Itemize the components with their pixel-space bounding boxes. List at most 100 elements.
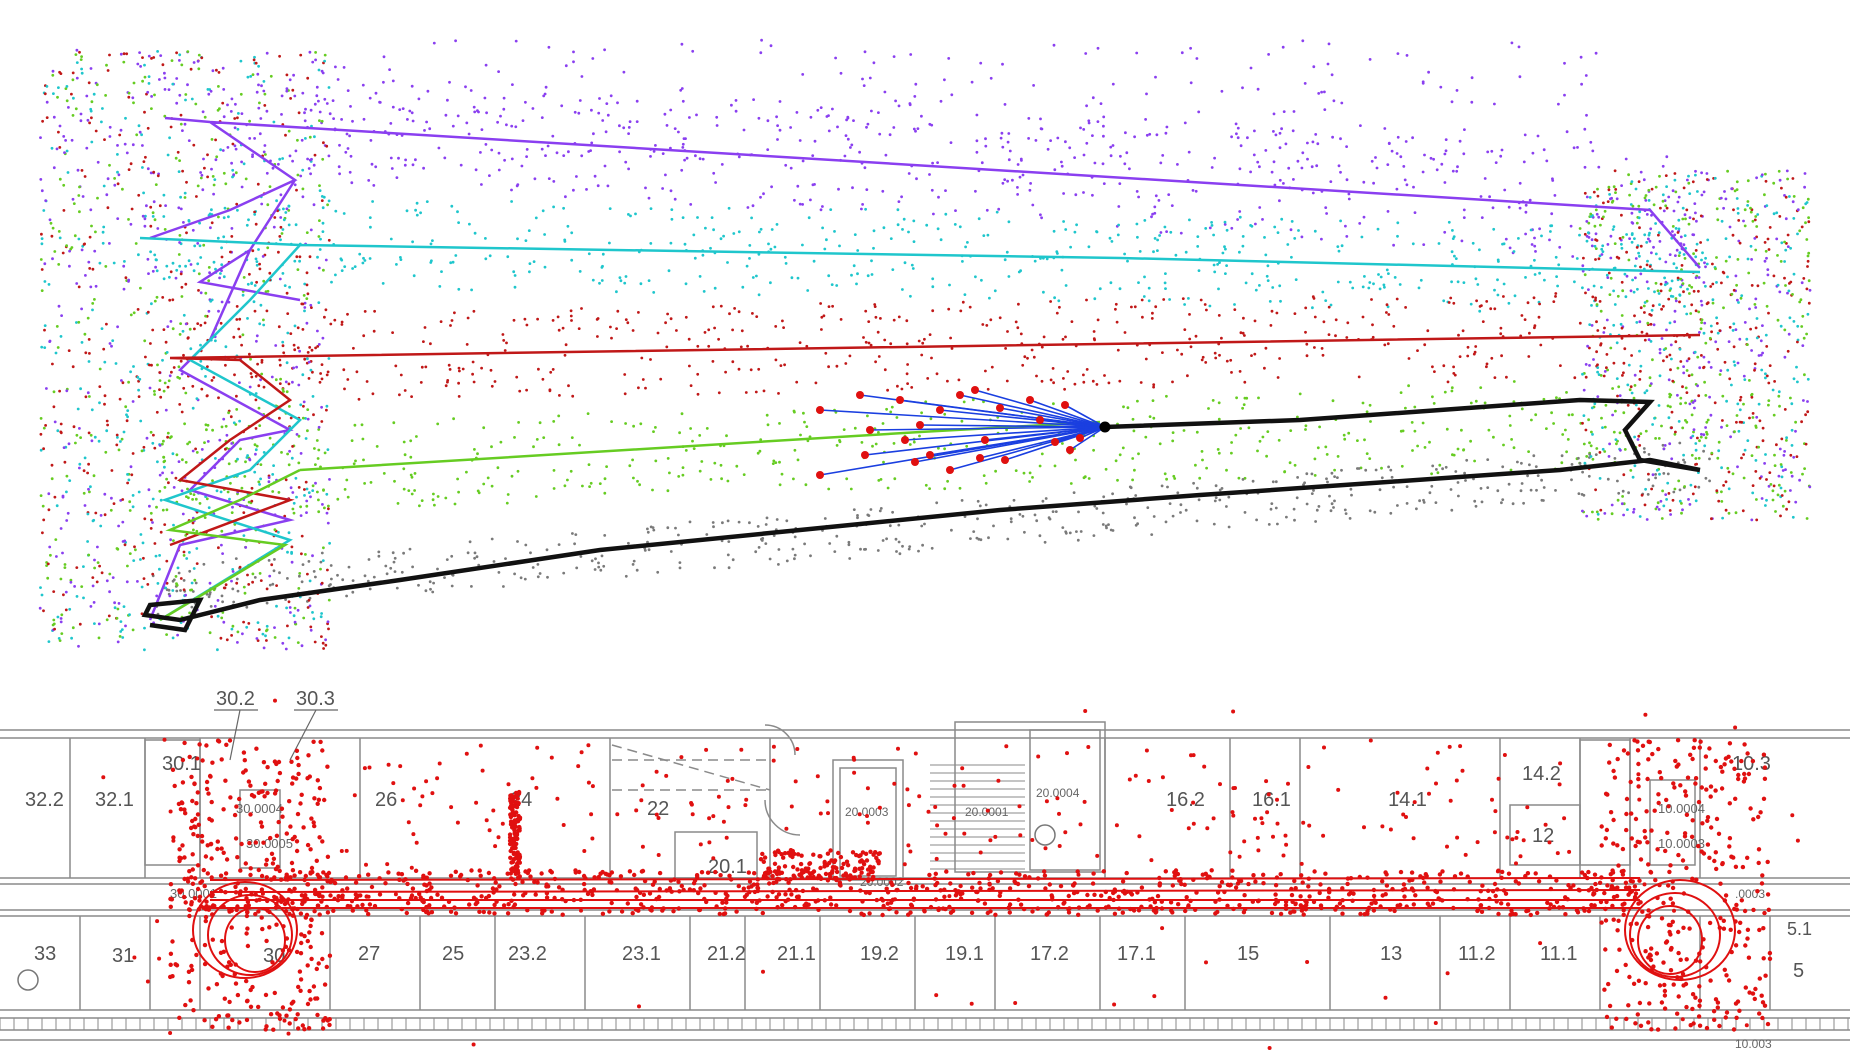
cloud-point: [1694, 442, 1698, 445]
cloud-point: [1332, 99, 1336, 103]
cloud-point: [999, 136, 1003, 140]
cloud-point: [501, 333, 505, 336]
cloud-point: [513, 572, 516, 576]
cloud-point: [1694, 211, 1697, 215]
cloud-point: [1740, 294, 1744, 297]
cloud-point: [1416, 444, 1419, 448]
cloud-point: [1694, 255, 1698, 259]
cloud-point: [1635, 221, 1639, 225]
cloud-point: [1594, 258, 1597, 261]
cloud-point: [746, 344, 749, 348]
cloud-point: [332, 117, 335, 120]
cloud-point: [877, 355, 881, 358]
cloud-point: [1491, 206, 1495, 210]
cloud-point: [1073, 230, 1077, 234]
cloud-point: [619, 279, 623, 283]
cloud-point: [153, 299, 157, 303]
cloud-point: [1754, 459, 1758, 462]
cloud-point: [1643, 311, 1646, 314]
cloud-point: [1592, 284, 1596, 288]
cloud-point: [819, 106, 823, 109]
cloud-point: [1186, 374, 1189, 378]
cloud-point: [194, 102, 198, 106]
cloud-point: [87, 260, 91, 264]
cloud-point: [108, 242, 111, 245]
cloud-point: [97, 622, 101, 626]
cloud-point: [1650, 251, 1653, 255]
cloud-point: [351, 119, 354, 123]
cloud-point: [196, 262, 200, 266]
cloud-point: [1587, 231, 1590, 235]
cloud-point: [1293, 518, 1296, 522]
cloud-point: [1651, 304, 1655, 308]
cloud-point: [517, 421, 520, 424]
cloud-point: [342, 212, 346, 215]
cloud-point: [911, 267, 915, 270]
cloud-point: [1269, 324, 1273, 327]
cloud-point: [68, 264, 71, 268]
cloud-point: [186, 442, 190, 446]
cloud-point: [624, 422, 627, 425]
cloud-point: [317, 510, 321, 514]
cloud-point: [1469, 302, 1473, 306]
cloud-point: [569, 314, 573, 318]
cloud-point: [1230, 451, 1233, 455]
cloud-point: [304, 137, 307, 140]
cloud-point: [322, 141, 325, 145]
cloud-point: [577, 111, 581, 115]
cloud-point: [757, 116, 761, 120]
cloud-point: [1278, 199, 1281, 203]
cloud-point: [89, 285, 93, 289]
cloud-point: [1661, 193, 1665, 197]
cloud-point: [1668, 289, 1672, 292]
cloud-point: [286, 331, 290, 335]
cloud-point: [1154, 305, 1158, 309]
cloud-point: [759, 195, 762, 199]
cloud-point: [131, 452, 135, 455]
cloud-point: [1714, 340, 1718, 344]
cloud-point: [545, 548, 549, 552]
cloud-point: [183, 122, 187, 126]
cloud-point: [1230, 371, 1233, 374]
cloud-point: [165, 264, 169, 268]
cloud-point: [1092, 534, 1096, 537]
cloud-point: [1236, 126, 1240, 130]
cloud-point: [1212, 233, 1215, 237]
cloud-point: [321, 559, 325, 562]
cloud-point: [1014, 320, 1018, 324]
cloud-point: [1601, 244, 1605, 248]
cloud-point: [591, 278, 595, 282]
cloud-point: [1734, 274, 1738, 278]
cloud-point: [891, 268, 895, 271]
cloud-point: [1405, 183, 1409, 187]
cloud-point: [1017, 302, 1020, 306]
cloud-point: [497, 151, 501, 155]
cloud-point: [1152, 250, 1155, 254]
cloud-point: [130, 207, 134, 211]
cloud-point: [320, 405, 323, 409]
cloud-point: [754, 550, 758, 554]
cloud-point: [305, 504, 309, 508]
cloud-point: [212, 260, 216, 264]
cloud-point: [344, 150, 348, 154]
cloud-point: [569, 309, 573, 313]
cloud-point: [1370, 159, 1374, 163]
cloud-point: [258, 424, 262, 427]
cloud-point: [567, 150, 570, 154]
cloud-point: [1501, 465, 1505, 469]
cloud-point: [1140, 298, 1144, 302]
cloud-point: [277, 325, 281, 329]
cloud-point: [1311, 140, 1315, 144]
cloud-point: [1238, 167, 1242, 171]
cloud-point: [278, 358, 282, 362]
cloud-point: [260, 358, 264, 362]
cloud-point: [765, 413, 769, 417]
cloud-point: [1213, 351, 1217, 355]
cloud-point: [908, 102, 912, 105]
cloud-point: [102, 225, 106, 229]
cloud-point: [1056, 136, 1060, 140]
cloud-point: [1134, 494, 1138, 497]
cloud-point: [692, 447, 696, 450]
cloud-point: [1721, 516, 1724, 520]
cloud-point: [164, 408, 168, 412]
